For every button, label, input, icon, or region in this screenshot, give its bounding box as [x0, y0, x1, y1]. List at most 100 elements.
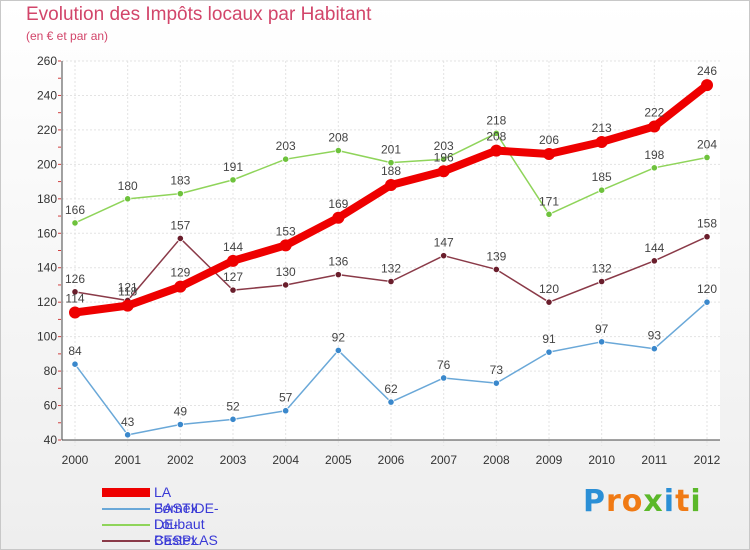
data-point-loubaut	[545, 210, 553, 218]
data-label-la-bastide-de-besplas: 144	[223, 240, 243, 254]
data-point-la-bastide-de-besplas	[595, 135, 608, 148]
data-label-castex: 132	[592, 262, 612, 276]
legend-swatch	[102, 540, 150, 542]
legend-label: LA BASTIDE-DE-BESPLAS	[154, 484, 219, 548]
data-point-loubaut	[124, 195, 132, 203]
data-label-castex: 136	[328, 255, 348, 269]
data-label-fornex: 97	[595, 322, 609, 336]
x-tick-label: 2008	[483, 453, 510, 467]
data-point-castex	[545, 298, 553, 306]
data-label-castex: 144	[644, 241, 664, 255]
data-label-fornex: 57	[279, 391, 293, 405]
x-tick-label: 2000	[62, 453, 89, 467]
data-point-la-bastide-de-besplas	[121, 299, 134, 312]
y-tick-label: 200	[37, 157, 57, 171]
data-label-la-bastide-de-besplas: 129	[170, 266, 190, 280]
data-label-fornex: 120	[697, 282, 717, 296]
data-point-fornex	[492, 379, 500, 387]
data-label-la-bastide-de-besplas: 208	[486, 130, 506, 144]
data-point-fornex	[440, 374, 448, 382]
data-label-la-bastide-de-besplas: 222	[644, 105, 664, 119]
data-label-loubaut: 218	[486, 113, 506, 127]
data-point-la-bastide-de-besplas	[227, 254, 239, 267]
data-label-la-bastide-de-besplas: 213	[592, 121, 612, 135]
data-label-la-bastide-de-besplas: 169	[328, 197, 348, 211]
data-label-loubaut: 180	[118, 179, 138, 193]
data-label-fornex: 43	[121, 415, 135, 429]
data-label-la-bastide-de-besplas: 114	[65, 292, 84, 306]
data-label-castex: 139	[486, 249, 506, 263]
data-point-fornex	[71, 360, 79, 368]
data-point-castex	[703, 233, 711, 241]
x-tick-label: 2009	[536, 453, 563, 467]
data-point-loubaut	[598, 186, 606, 194]
data-point-castex	[176, 234, 184, 243]
data-label-loubaut: 204	[697, 137, 717, 151]
data-label-loubaut: 198	[644, 148, 664, 162]
data-label-loubaut: 201	[381, 143, 401, 157]
data-point-la-bastide-de-besplas	[174, 280, 187, 293]
x-tick-label: 2011	[641, 453, 667, 467]
data-point-loubaut	[650, 164, 658, 172]
x-tick-label: 2007	[430, 453, 457, 467]
data-point-fornex	[387, 398, 395, 406]
data-point-castex	[387, 277, 395, 286]
data-label-castex: 147	[434, 236, 454, 250]
data-label-la-bastide-de-besplas: 188	[381, 164, 401, 178]
x-tick-label: 2004	[272, 453, 299, 467]
data-label-fornex: 76	[437, 358, 451, 372]
data-point-castex	[650, 257, 658, 265]
data-point-fornex	[598, 338, 606, 346]
data-point-castex	[282, 281, 290, 289]
data-label-loubaut: 166	[65, 203, 85, 217]
data-point-fornex	[124, 431, 132, 439]
data-label-fornex: 62	[384, 382, 398, 396]
data-point-loubaut	[440, 155, 448, 163]
data-label-fornex: 49	[174, 404, 188, 418]
data-label-castex: 120	[539, 282, 559, 296]
data-label-castex: 158	[697, 217, 717, 231]
legend-label: Loubaut	[154, 516, 205, 532]
data-point-castex	[598, 277, 606, 286]
data-point-fornex	[545, 348, 553, 356]
data-label-castex: 126	[65, 272, 85, 286]
chart-title: Evolution des Impôts locaux par Habitant	[26, 4, 372, 25]
data-point-castex	[440, 252, 448, 260]
data-point-loubaut	[229, 176, 237, 184]
data-point-loubaut	[71, 219, 79, 227]
data-point-fornex	[650, 345, 658, 353]
data-point-castex	[229, 286, 237, 294]
data-label-castex: 127	[223, 270, 243, 284]
data-label-loubaut: 203	[434, 139, 454, 153]
proxiti-logo: Proxiti	[583, 484, 702, 519]
y-tick-label: 80	[44, 364, 58, 378]
x-tick-label: 2001	[114, 453, 141, 467]
data-point-la-bastide-de-besplas	[490, 144, 503, 157]
data-label-la-bastide-de-besplas: 153	[276, 224, 296, 238]
data-point-la-bastide-de-besplas	[543, 148, 555, 161]
data-label-loubaut: 171	[539, 194, 559, 208]
chart-subtitle: (en € et par an)	[26, 29, 109, 43]
data-point-loubaut	[176, 190, 184, 198]
data-point-fornex	[334, 346, 342, 355]
data-label-castex: 130	[276, 265, 296, 279]
legend-label: Castex	[154, 532, 198, 548]
legend-swatch	[102, 524, 150, 526]
data-point-la-bastide-de-besplas	[69, 306, 81, 319]
data-point-loubaut	[492, 129, 500, 137]
data-point-fornex	[229, 415, 237, 423]
data-label-la-bastide-de-besplas: 118	[118, 285, 137, 299]
data-label-castex: 132	[381, 262, 401, 276]
legend-label: Fornex	[154, 500, 198, 516]
x-tick-label: 2010	[588, 453, 615, 467]
data-label-fornex: 93	[648, 329, 662, 343]
y-tick-label: 120	[37, 295, 57, 309]
data-point-fornex	[176, 420, 184, 429]
data-label-loubaut: 185	[592, 170, 612, 184]
data-point-fornex	[703, 298, 711, 306]
data-label-castex: 157	[170, 218, 190, 232]
data-point-la-bastide-de-besplas	[437, 165, 450, 178]
data-label-loubaut: 191	[223, 160, 243, 174]
data-point-la-bastide-de-besplas	[648, 120, 661, 133]
data-label-fornex: 52	[226, 399, 240, 413]
